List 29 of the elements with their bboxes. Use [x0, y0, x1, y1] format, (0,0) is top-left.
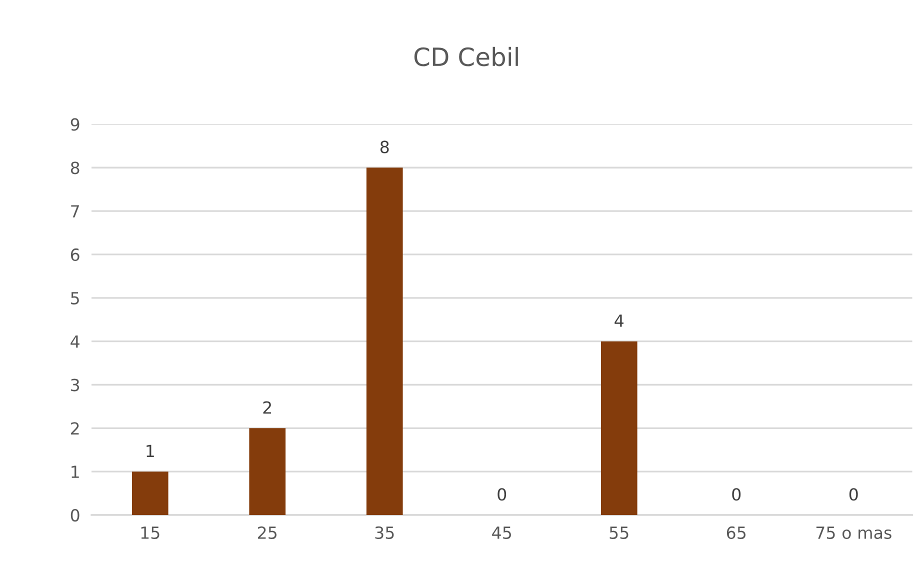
data-label: 0	[849, 488, 858, 501]
data-label: 0	[732, 488, 741, 501]
y-tick-label: 3	[71, 378, 80, 392]
x-tick-label: 75 o mas	[816, 526, 892, 540]
x-tick-label: 45	[492, 526, 512, 540]
data-label: 8	[380, 140, 389, 154]
x-tick-label: 55	[610, 526, 628, 540]
y-tick-label: 8	[70, 162, 80, 174]
y-tick-label: 2	[71, 422, 79, 434]
y-tick-label: 4	[70, 336, 80, 348]
data-label: 4	[614, 314, 624, 327]
bar	[249, 428, 286, 516]
bar	[600, 341, 638, 516]
bar	[132, 472, 168, 516]
y-tick-label: 5	[71, 292, 79, 304]
y-tick-label: 0	[70, 508, 80, 522]
y-tick-label: 6	[70, 248, 80, 262]
bar	[366, 168, 403, 516]
data-label: 0	[498, 488, 506, 501]
x-tick-label: 35	[375, 526, 394, 540]
chart-title: CD Cebil	[414, 46, 518, 66]
x-tick-label: 65	[726, 526, 746, 540]
y-tick-label: 1	[72, 466, 79, 478]
data-label: 2	[263, 401, 272, 414]
data-label: 1	[146, 444, 154, 458]
y-tick-label: 9	[70, 118, 80, 131]
x-tick-label: 15	[141, 526, 160, 540]
y-tick-label: 7	[71, 205, 79, 218]
x-tick-label: 25	[258, 526, 277, 540]
